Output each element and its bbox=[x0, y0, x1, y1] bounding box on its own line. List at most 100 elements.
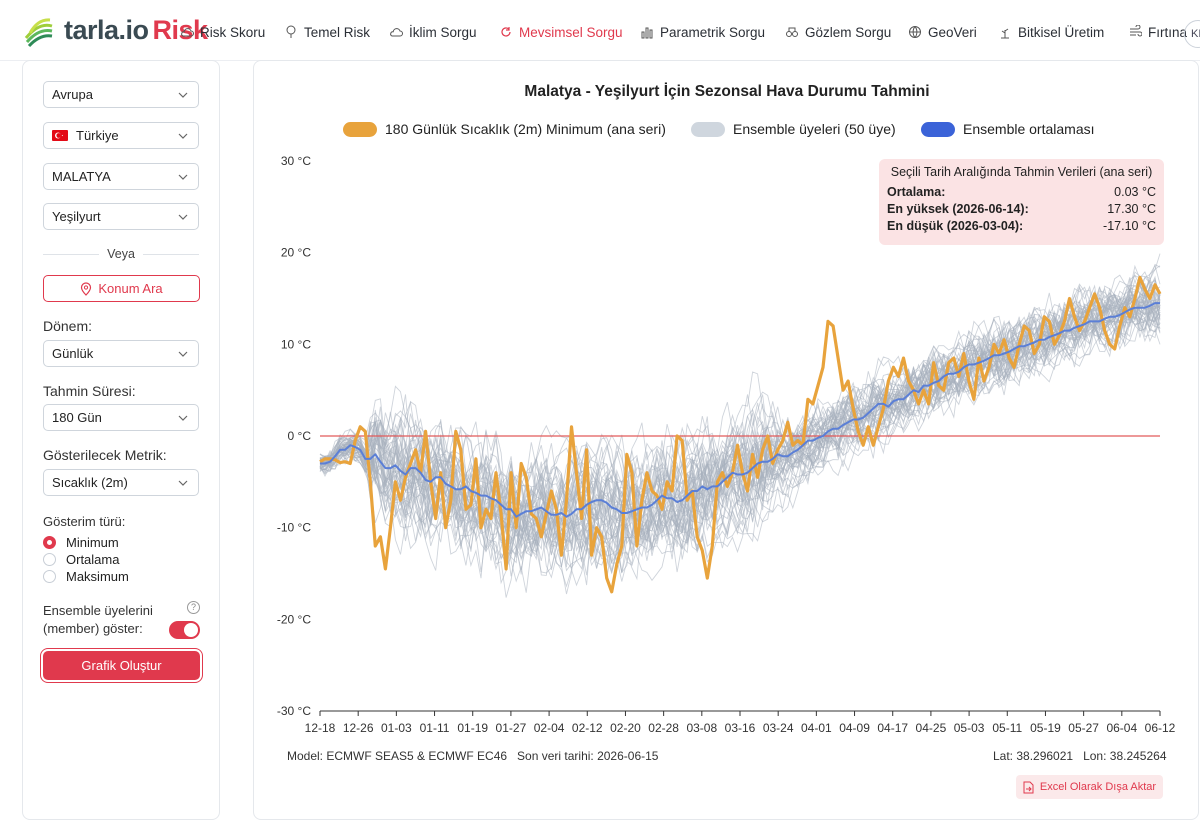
ensemble-member-line bbox=[319, 284, 1161, 553]
query-sidebar: Avrupa Türkiye MALATYA Yeşilyurt Veya Ko… bbox=[22, 60, 220, 820]
legend-swatch bbox=[343, 121, 377, 137]
nav-bitkisel-uretim[interactable]: Bitkisel Üretim bbox=[998, 22, 1104, 42]
forecast-duration-select[interactable]: 180 Gün bbox=[43, 404, 199, 431]
x-tick-label: 03-24 bbox=[763, 721, 794, 735]
x-tick-label: 04-17 bbox=[877, 721, 908, 735]
x-tick-label: 05-11 bbox=[992, 721, 1022, 735]
chevron-down-icon bbox=[178, 214, 188, 220]
legend-swatch bbox=[691, 121, 725, 137]
chart-panel: Malatya - Yeşilyurt İçin Sezonsal Hava D… bbox=[253, 60, 1199, 820]
ensemble-member-line bbox=[319, 296, 1161, 575]
radio-minimum[interactable]: Minimum bbox=[43, 535, 119, 550]
sync-icon bbox=[501, 27, 511, 37]
ensemble-member-line bbox=[319, 278, 1161, 585]
district-select[interactable]: Yeşilyurt bbox=[43, 203, 199, 230]
x-tick-label: 04-25 bbox=[916, 721, 947, 735]
legend-ensemble-mean[interactable]: Ensemble ortalaması bbox=[921, 119, 1095, 139]
ensemble-mean-line bbox=[320, 302, 1160, 518]
cloud-icon bbox=[390, 28, 403, 37]
file-export-icon bbox=[1023, 781, 1034, 793]
metric-label: Gösterilecek Metrik: bbox=[43, 447, 167, 463]
x-tick-label: 03-16 bbox=[725, 721, 756, 735]
metric-select[interactable]: Sıcaklık (2m) bbox=[43, 469, 199, 496]
period-select[interactable]: Günlük bbox=[43, 340, 199, 367]
country-select[interactable]: Türkiye bbox=[43, 122, 199, 149]
y-tick-label: -20 °C bbox=[277, 612, 311, 626]
nav-iklim-sorgu[interactable]: İklim Sorgu bbox=[389, 22, 477, 42]
radio-maksimum[interactable]: Maksimum bbox=[43, 569, 129, 584]
nav-firtina[interactable]: Fırtına bbox=[1128, 22, 1187, 42]
legend-main-series[interactable]: 180 Günlük Sıcaklık (2m) Minimum (ana se… bbox=[343, 119, 666, 139]
x-tick-label: 01-03 bbox=[381, 721, 412, 735]
ensemble-member-line bbox=[319, 293, 1161, 570]
tree-icon bbox=[286, 25, 296, 38]
nav-gozlem-sorgu[interactable]: Gözlem Sorgu bbox=[785, 22, 891, 42]
province-select[interactable]: MALATYA bbox=[43, 163, 199, 190]
cloud-icon bbox=[181, 28, 194, 37]
or-text: Veya bbox=[107, 247, 135, 261]
coordinates-info: Lat: 38.296021 Lon: 38.245264 bbox=[993, 749, 1167, 763]
summary-info-box: Seçili Tarih Aralığında Tahmin Verileri … bbox=[879, 159, 1164, 245]
nav-temel-risk[interactable]: Temel Risk bbox=[284, 22, 370, 42]
forecast-line-chart[interactable]: 30 °C 20 °C 10 °C 0 °C -10 °C -20 °C -30 °C 12… bbox=[254, 61, 1200, 741]
info-row-min: En düşük (2026-03-04): -17.10 °C bbox=[887, 219, 1156, 233]
legend-ensemble-members[interactable]: Ensemble üyeleri (50 üye) bbox=[691, 119, 896, 139]
globe-icon bbox=[909, 26, 921, 38]
create-chart-button[interactable]: Grafik Oluştur bbox=[43, 651, 200, 680]
display-type-label: Gösterim türü: bbox=[43, 514, 126, 529]
x-tick-label: 02-04 bbox=[534, 721, 565, 735]
export-excel-button[interactable]: Excel Olarak Dışa Aktar bbox=[1016, 775, 1163, 799]
x-tick-label: 03-08 bbox=[686, 721, 717, 735]
chevron-down-icon bbox=[178, 351, 188, 357]
top-navbar: tarla.io Risk Risk Skoru Temel Risk İklim… bbox=[0, 0, 1200, 61]
model-info: Model: ECMWF SEAS5 & ECMWF EC46 Son veri… bbox=[287, 749, 659, 763]
chevron-down-icon bbox=[178, 480, 188, 486]
brand-name[interactable]: tarla.io Risk bbox=[64, 15, 208, 45]
help-icon[interactable]: ? bbox=[187, 601, 200, 614]
bar-chart-icon bbox=[641, 27, 653, 39]
y-tick-label: 20 °C bbox=[281, 246, 311, 260]
x-tick-label: 02-20 bbox=[610, 721, 641, 735]
x-tick-label: 05-03 bbox=[954, 721, 985, 735]
x-tick-label: 06-12 bbox=[1145, 721, 1176, 735]
ensemble-member-line bbox=[319, 288, 1161, 574]
radio-button[interactable] bbox=[43, 553, 56, 566]
ensemble-toggle[interactable] bbox=[169, 621, 200, 639]
nav-risk-skoru[interactable]: Risk Skoru bbox=[180, 22, 265, 42]
region-select[interactable]: Avrupa bbox=[43, 81, 199, 108]
x-tick-label: 12-26 bbox=[343, 721, 374, 735]
nav-mevsimsel-sorgu[interactable]: Mevsimsel Sorgu bbox=[499, 22, 623, 42]
chevron-down-icon bbox=[178, 133, 188, 139]
user-avatar[interactable]: KI bbox=[1184, 20, 1200, 48]
info-box-title: Seçili Tarih Aralığında Tahmin Verileri … bbox=[890, 165, 1153, 179]
x-tick-label: 05-19 bbox=[1030, 721, 1061, 735]
x-tick-label: 04-09 bbox=[839, 721, 870, 735]
radio-ortalama[interactable]: Ortalama bbox=[43, 552, 119, 567]
location-search-button[interactable]: Konum Ara bbox=[43, 275, 200, 302]
period-label: Dönem: bbox=[43, 318, 93, 334]
nav-geoveri[interactable]: GeoVeri bbox=[908, 22, 977, 42]
radio-button[interactable] bbox=[43, 570, 56, 583]
radio-button[interactable] bbox=[43, 536, 56, 549]
tarla-logo-icon[interactable] bbox=[22, 14, 56, 48]
toggle-knob bbox=[184, 623, 198, 637]
legend-swatch bbox=[921, 121, 955, 137]
turkey-flag-icon bbox=[52, 130, 68, 141]
x-tick-label: 01-19 bbox=[457, 721, 488, 735]
ensemble-member-line bbox=[319, 286, 1161, 572]
y-tick-label: -10 °C bbox=[277, 521, 311, 535]
nav-parametrik-sorgu[interactable]: Parametrik Sorgu bbox=[640, 22, 765, 42]
forecast-duration-label: Tahmin Süresi: bbox=[43, 383, 136, 399]
ensemble-label-line1: Ensemble üyelerini bbox=[43, 603, 153, 618]
plant-icon bbox=[1001, 28, 1009, 39]
x-tick-label: 02-12 bbox=[572, 721, 603, 735]
x-tick-label: 06-04 bbox=[1106, 721, 1137, 735]
y-tick-label: -30 °C bbox=[277, 704, 311, 718]
x-tick-label: 05-27 bbox=[1068, 721, 1099, 735]
binoculars-icon bbox=[786, 27, 798, 37]
ensemble-label-line2: (member) göster: bbox=[43, 621, 143, 636]
ensemble-member-line bbox=[319, 287, 1161, 576]
x-tick-label: 02-28 bbox=[648, 721, 679, 735]
ensemble-member-line bbox=[319, 265, 1161, 554]
info-row-max: En yüksek (2026-06-14): 17.30 °C bbox=[887, 202, 1156, 216]
